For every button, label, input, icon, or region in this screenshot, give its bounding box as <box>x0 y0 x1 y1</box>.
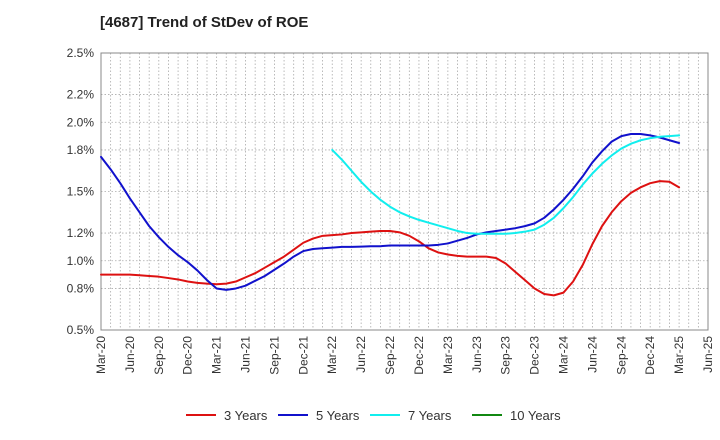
x-tick-label: Jun-23 <box>470 336 484 373</box>
y-tick-label: 2.2% <box>67 88 95 102</box>
x-tick-label: Mar-20 <box>94 336 108 374</box>
x-tick-label: Sep-23 <box>499 336 513 375</box>
y-tick-label: 1.5% <box>67 185 95 199</box>
x-tick-label: Jun-21 <box>239 336 253 373</box>
x-tick-label: Dec-23 <box>528 336 542 375</box>
y-tick-label: 0.8% <box>67 281 95 295</box>
x-tick-label: Sep-24 <box>614 336 628 375</box>
x-tick-label: Jun-22 <box>354 336 368 373</box>
legend-label-3: 10 Years <box>510 408 561 423</box>
y-tick-label: 0.5% <box>67 323 95 337</box>
x-tick-label: Dec-21 <box>296 336 310 375</box>
x-tick-label: Jun-20 <box>123 336 137 373</box>
y-tick-label: 2.5% <box>67 46 95 60</box>
x-tick-label: Dec-22 <box>412 336 426 375</box>
x-tick-label: Jun-25 <box>701 336 715 373</box>
x-tick-label: Sep-21 <box>267 336 281 375</box>
grid-lines <box>100 52 709 331</box>
y-axis-ticks: 0.5% 0.8% 1.0% 1.2% 1.5% 1.8% 2.0% 2.2% 2.5% <box>67 46 95 337</box>
legend-label-2: 7 Years <box>408 408 452 423</box>
x-axis-ticks: Mar-20 Jun-20 Sep-20 Dec-20 Mar-21 Jun-21 Sep-… <box>94 336 715 375</box>
plot-area-border <box>100 52 709 331</box>
y-tick-label: 1.0% <box>67 254 95 268</box>
x-tick-label: Sep-22 <box>383 336 397 375</box>
y-tick-label: 2.0% <box>67 115 95 129</box>
legend: 3 Years 5 Years 7 Years 10 Years <box>186 408 561 423</box>
x-tick-label: Mar-25 <box>672 336 686 374</box>
legend-label-0: 3 Years <box>224 408 268 423</box>
y-tick-label: 1.2% <box>67 226 95 240</box>
series-line-0 <box>100 180 681 297</box>
x-tick-label: Mar-24 <box>556 336 570 374</box>
x-tick-label: Mar-21 <box>210 336 224 374</box>
x-tick-label: Dec-24 <box>643 336 657 375</box>
series-line-2 <box>331 134 681 235</box>
x-tick-label: Mar-22 <box>325 336 339 374</box>
series-line-1 <box>100 133 681 291</box>
x-tick-label: Dec-20 <box>181 336 195 375</box>
x-tick-label: Sep-20 <box>152 336 166 375</box>
x-tick-label: Jun-24 <box>585 336 599 373</box>
chart-title: [4687] Trend of StDev of ROE <box>100 14 309 31</box>
legend-label-1: 5 Years <box>316 408 360 423</box>
y-tick-label: 1.8% <box>67 143 95 157</box>
x-tick-label: Mar-23 <box>441 336 455 374</box>
series-lines <box>100 133 681 297</box>
